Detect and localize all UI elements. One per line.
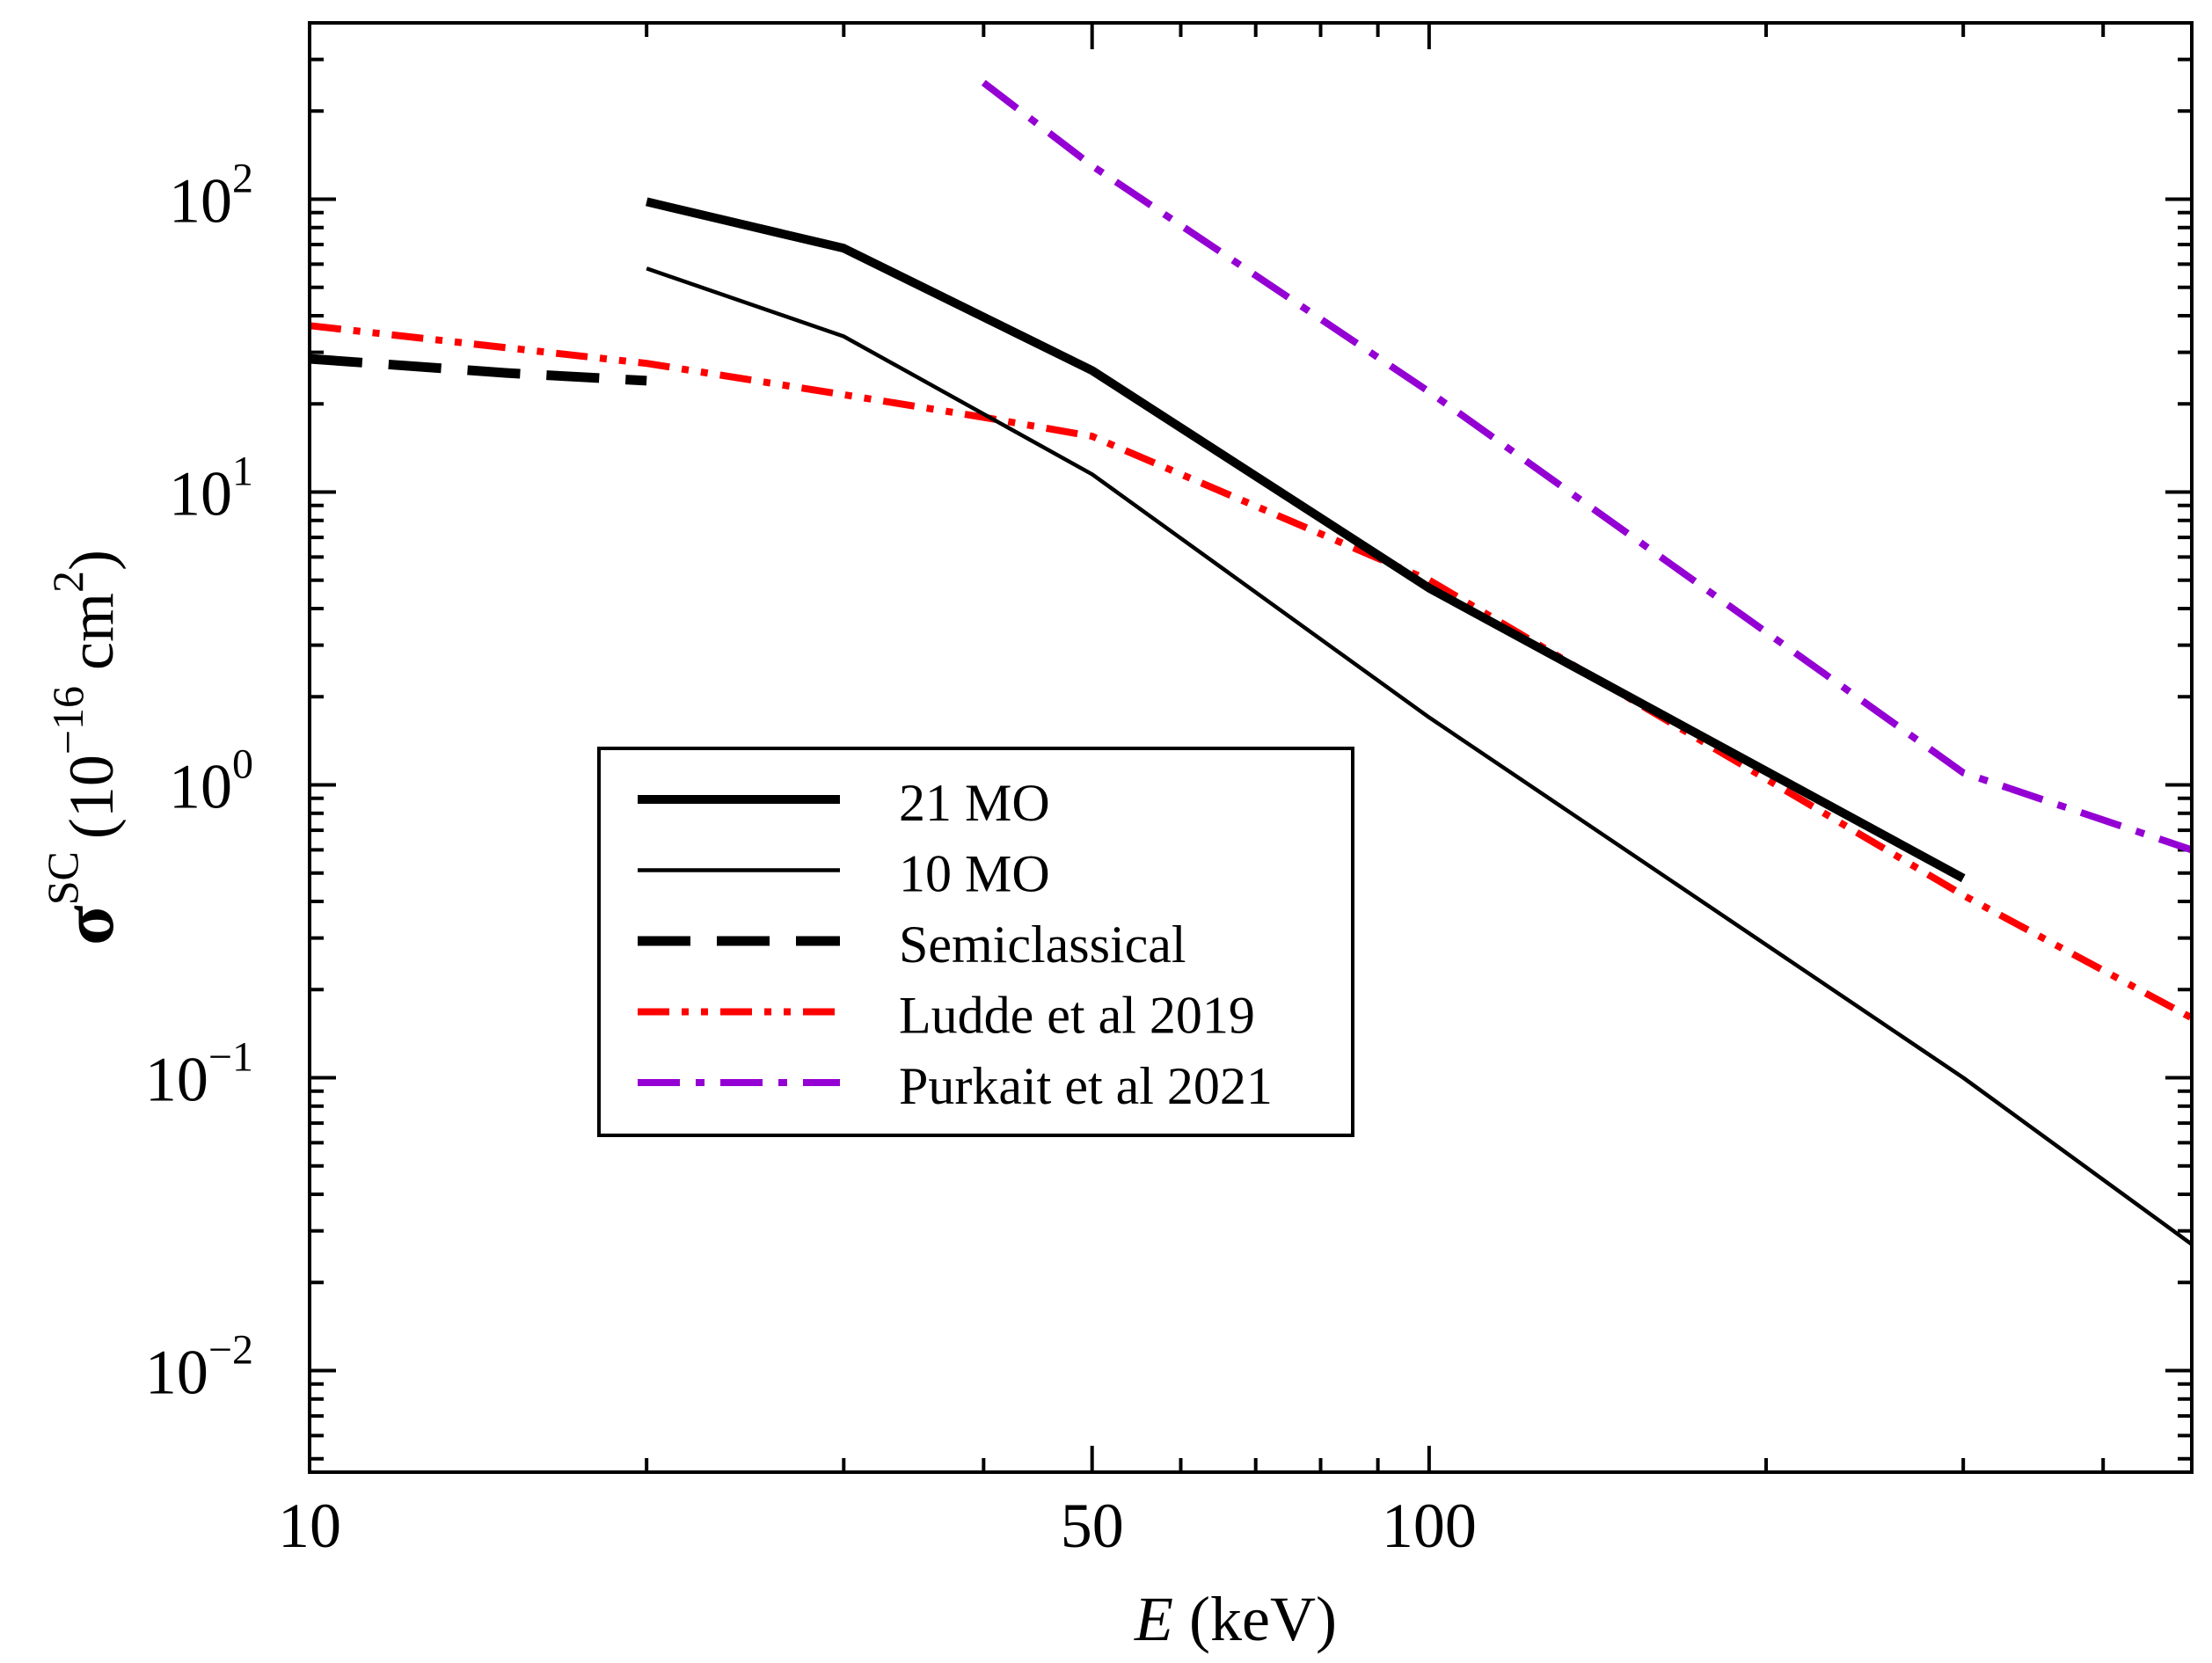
y-axis-title-unit-exp: −16 — [43, 686, 92, 755]
y-tick-label: 100 — [169, 741, 253, 822]
x-axis-title-italic: E — [1134, 1584, 1173, 1654]
y-tick-label-mantissa: 10 — [169, 165, 232, 236]
y-axis-title: σSC (10−16 cm2) — [38, 550, 129, 945]
series-layer — [309, 79, 2194, 1246]
y-axis-title-unit-mid: cm — [56, 593, 127, 686]
x-axis-title-rest: (keV) — [1173, 1584, 1337, 1654]
y-tick-label-exponent: 1 — [232, 448, 253, 494]
y-tick-label: 10−1 — [145, 1034, 253, 1115]
y-tick-label-mantissa: 10 — [145, 1045, 208, 1115]
legend-label: Semiclassical — [899, 915, 1186, 974]
series-line-ludde-et-al-2019 — [309, 322, 2194, 1022]
legend-label: Purkait et al 2021 — [899, 1057, 1273, 1115]
legend-label: Ludde et al 2019 — [899, 987, 1255, 1045]
y-tick-label-exponent: 2 — [232, 155, 253, 201]
x-axis-title: E (keV) — [1134, 1584, 1337, 1654]
legend-entries: 21 MO 10 MO Semiclassical Ludde et al 2019 P… — [638, 774, 1273, 1115]
y-tick-label-mantissa: 10 — [169, 458, 232, 529]
x-tick-label: 50 — [1061, 1491, 1124, 1561]
series-line-21-mo — [646, 197, 1966, 883]
y-tick-label-mantissa: 10 — [145, 1338, 208, 1408]
series-line-semiclassical — [309, 354, 647, 386]
plot-frame — [308, 21, 2194, 1474]
legend: 21 MO 10 MO Semiclassical Ludde et al 2019 P… — [597, 747, 1354, 1137]
y-tick-label-exponent: −2 — [208, 1327, 253, 1374]
legend-label: 21 MO — [899, 774, 1050, 832]
y-axis-title-unit-exp2: 2 — [43, 571, 92, 593]
y-tick-label-mantissa: 10 — [169, 752, 232, 822]
series-line-10-mo — [646, 266, 2194, 1246]
legend-box — [597, 747, 1354, 1137]
y-axis-title-symbol: σ — [47, 905, 129, 945]
y-tick-label: 101 — [169, 448, 253, 529]
y-tick-label-exponent: −1 — [208, 1034, 253, 1081]
y-axis-title-unit-open: (10 — [56, 755, 127, 839]
y-tick-label: 10−2 — [145, 1327, 253, 1408]
series-line-purkait-et-al-2021 — [981, 79, 2194, 854]
y-axis-title-sup: SC — [38, 851, 87, 905]
y-tick-label: 102 — [169, 155, 253, 236]
x-tick-label: 10 — [278, 1491, 341, 1561]
y-axis-title-unit-close: ) — [56, 550, 127, 571]
legend-label: 10 MO — [899, 845, 1050, 903]
y-tick-label-exponent: 0 — [232, 741, 253, 788]
x-tick-label: 100 — [1382, 1491, 1477, 1561]
